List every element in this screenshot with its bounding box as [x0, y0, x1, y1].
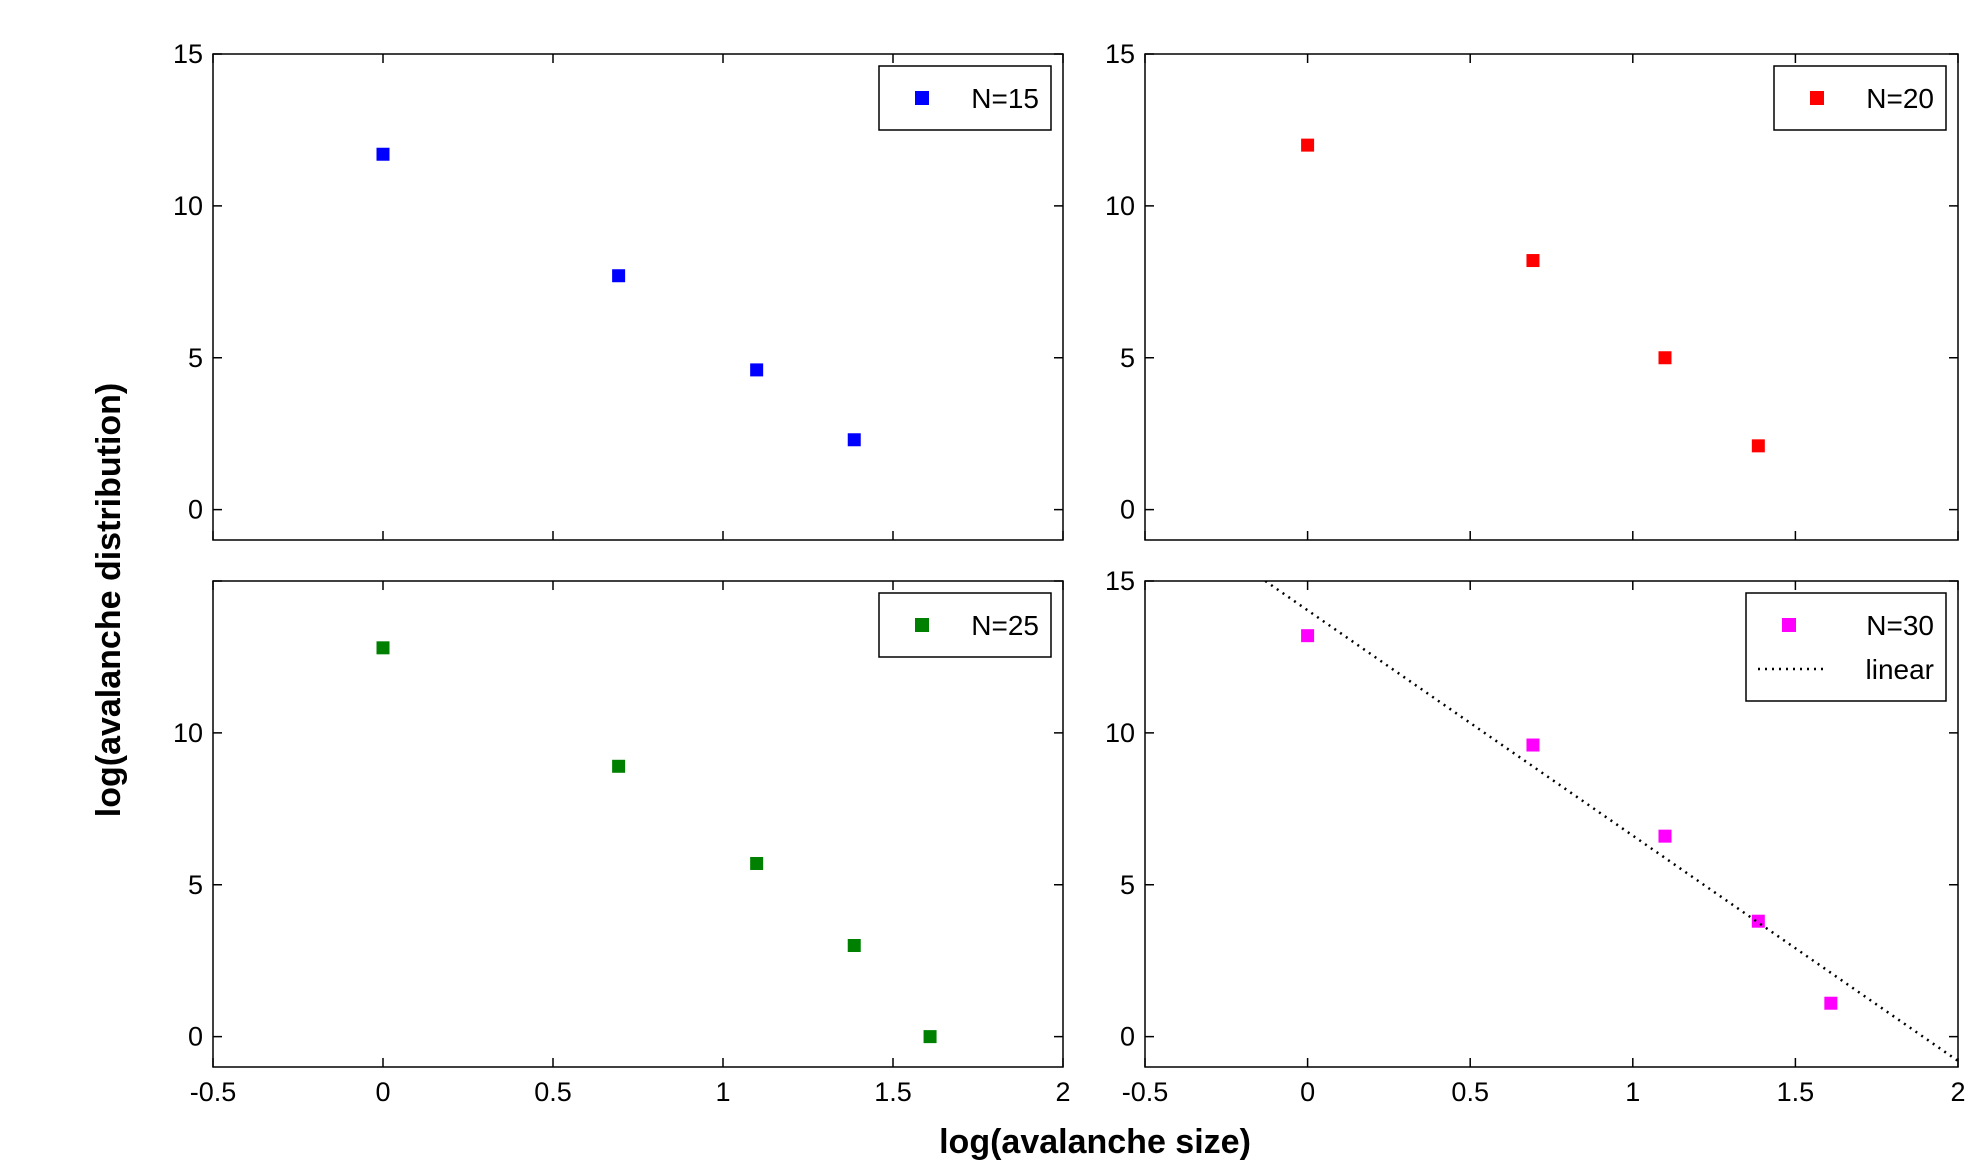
legend-box	[1773, 65, 1947, 131]
plot-frame	[1144, 53, 1959, 541]
legend: N=30 linear	[1745, 592, 1947, 702]
data-point-n-30	[1824, 996, 1838, 1010]
data-point-n-20	[1526, 254, 1540, 268]
data-point-n-30	[1751, 914, 1765, 928]
legend: N=20	[1773, 65, 1947, 131]
data-point-n-20	[1751, 439, 1765, 453]
data-point-n-15	[847, 433, 861, 447]
legend-box	[878, 65, 1052, 131]
y-tick-label: 5	[188, 870, 203, 900]
y-tick-label: 0	[188, 495, 203, 525]
y-tick-label: 0	[1120, 1022, 1135, 1052]
y-tick-label: 15	[1105, 566, 1135, 596]
y-tick-label: 5	[1120, 343, 1135, 373]
x-tick-label: 0	[375, 1077, 390, 1107]
legend-marker-n-20	[1810, 91, 1824, 105]
subplot-bottom-right: -0.5 0 0.5 1 1.5 2 0 5 10 15 N=30 linear	[1105, 566, 1966, 1107]
legend-label-n-15: N=15	[971, 83, 1039, 114]
legend-label-n-20: N=20	[1866, 83, 1934, 114]
data-layer	[1264, 581, 1958, 1062]
legend-box	[878, 592, 1052, 658]
x-tick-label: -0.5	[1122, 1077, 1169, 1107]
y-tick-label: 10	[1105, 191, 1135, 221]
y-tick-label: 0	[188, 1022, 203, 1052]
data-point-n-30	[1301, 629, 1315, 643]
legend: N=25	[878, 592, 1052, 658]
x-tick-label: 1.5	[1777, 1077, 1815, 1107]
y-tick-label: 10	[1105, 718, 1135, 748]
data-point-n-15	[750, 363, 764, 377]
x-axis-label: log(avalanche size)	[939, 1123, 1251, 1161]
y-tick-label: 0	[1120, 495, 1135, 525]
data-point-n-25	[750, 856, 764, 870]
legend-marker-n-25	[915, 618, 929, 632]
data-point-n-30	[1526, 738, 1540, 752]
x-tick-label: 2	[1055, 1077, 1070, 1107]
data-point-n-20	[1658, 351, 1672, 365]
data-point-n-25	[847, 939, 861, 952]
data-point-n-20	[1301, 138, 1315, 152]
y-tick-label: 10	[173, 191, 203, 221]
subplot-top-right: 0 5 10 15 N=20	[1105, 39, 1959, 541]
data-point-n-25	[376, 641, 390, 655]
x-tick-label: 0	[1300, 1077, 1315, 1107]
plot-frame	[1144, 580, 1959, 1068]
legend-label-n-30: N=30	[1866, 610, 1934, 641]
series-line-linear	[1264, 581, 1958, 1062]
subplot-bottom-left: -0.5 0 0.5 1 1.5 2 0 5 10 N=25	[173, 580, 1071, 1107]
legend-label-n-25: N=25	[971, 610, 1039, 641]
data-point-n-15	[612, 269, 626, 283]
data-layer	[376, 641, 937, 1044]
x-tick-label: -0.5	[190, 1077, 237, 1107]
legend-marker-n-30	[1782, 618, 1796, 632]
legend: N=15	[878, 65, 1052, 131]
y-tick-label: 10	[173, 718, 203, 748]
x-tick-label: 1.5	[874, 1077, 912, 1107]
data-point-n-25	[612, 759, 626, 773]
data-layer	[1301, 138, 1765, 453]
x-tick-label: 0.5	[1451, 1077, 1489, 1107]
data-point-n-30	[1658, 829, 1672, 843]
x-tick-label: 2	[1950, 1077, 1965, 1107]
y-axis-label: log(avalanche distribution)	[90, 383, 128, 817]
data-point-n-15	[376, 147, 390, 161]
y-tick-label: 15	[173, 39, 203, 69]
x-tick-label: 1	[715, 1077, 730, 1107]
legend-label-linear: linear	[1866, 654, 1934, 685]
subplot-top-left: 0 5 10 15 N=15	[173, 39, 1064, 541]
data-layer	[376, 147, 861, 447]
x-tick-label: 1	[1625, 1077, 1640, 1107]
y-tick-label: 15	[1105, 39, 1135, 69]
plot-frame	[212, 53, 1064, 541]
legend-box	[1745, 592, 1947, 702]
y-tick-label: 5	[1120, 870, 1135, 900]
x-tick-label: 0.5	[534, 1077, 572, 1107]
plot-frame	[212, 580, 1064, 1068]
legend-marker-n-15	[915, 91, 929, 105]
y-tick-label: 5	[188, 343, 203, 373]
data-point-n-25	[923, 1030, 937, 1044]
